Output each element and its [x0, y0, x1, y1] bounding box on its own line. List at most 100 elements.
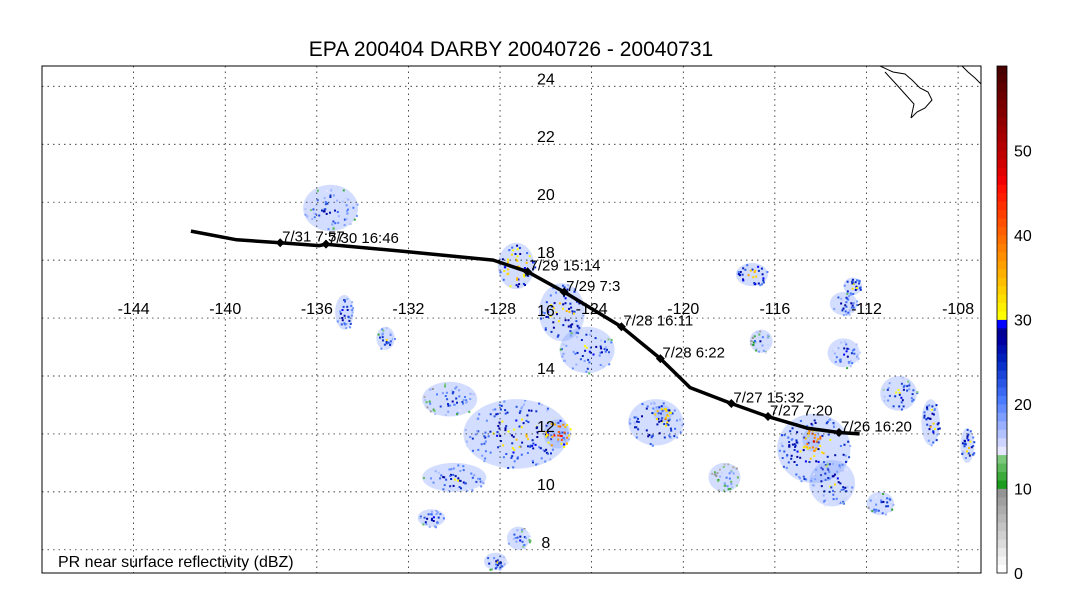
- lat-tick-label: 10: [537, 477, 555, 494]
- track-time-label: 7/29 7:3: [566, 278, 620, 295]
- colorbar-tick-label: 40: [1014, 228, 1032, 245]
- track-point-marker: [523, 267, 533, 277]
- colorbar-cell: [997, 480, 1007, 489]
- track-point-marker: [834, 427, 844, 437]
- track-time-label: 7/27 15:32: [733, 390, 804, 407]
- colorbar-cell: [997, 522, 1007, 532]
- colorbar-cell: [997, 437, 1007, 447]
- colorbar-cell: [997, 446, 1007, 456]
- colorbar-cell: [997, 564, 1007, 574]
- lat-tick-label: 24: [537, 71, 555, 88]
- echo-cell: [653, 404, 674, 424]
- colorbar-cell: [997, 99, 1007, 109]
- map-title: EPA 200404 DARBY 20040726 - 20040731: [309, 38, 713, 61]
- colorbar-cell: [997, 488, 1007, 498]
- latitude-labels: 8 10 12 14 16 18 20 22 24: [537, 71, 555, 552]
- echo-cell: [960, 428, 976, 463]
- lon-tick-label: -136: [301, 301, 333, 318]
- echo-cell: [506, 526, 532, 550]
- colorbar-cell: [997, 412, 1007, 422]
- echo-cell: [809, 460, 856, 507]
- colorbar-labels: 0 10 20 30 40 50: [1014, 144, 1032, 584]
- track-point-marker: [655, 354, 665, 364]
- colorbar-cell: [997, 471, 1007, 481]
- colorbar-cell: [997, 226, 1007, 236]
- colorbar-tick-label: 30: [1014, 313, 1032, 330]
- longitude-labels: -144 -140 -136 -132 -128 -124 -120 -116 -112 -108: [118, 301, 975, 318]
- lat-tick-label: 18: [537, 245, 555, 262]
- colorbar-cell: [997, 344, 1007, 354]
- track-point-marker: [321, 239, 331, 249]
- colorbar-cell: [997, 404, 1007, 413]
- colorbar-cell: [997, 378, 1007, 388]
- colorbar-tick-label: 50: [1014, 144, 1032, 161]
- colorbar-cell: [997, 420, 1007, 430]
- track-time-label: 7/28 6:22: [662, 345, 725, 362]
- colorbar-cell: [997, 294, 1007, 303]
- colorbar-cell: [997, 277, 1007, 287]
- colorbar-tick-label: 20: [1014, 397, 1032, 414]
- track-time-label: 7/29 15:14: [530, 258, 601, 275]
- echo-cell: [749, 329, 773, 355]
- lon-tick-label: -140: [209, 301, 241, 318]
- colorbar-cell: [997, 395, 1007, 405]
- lat-tick-label: 12: [537, 419, 555, 436]
- track-point-marker: [726, 399, 736, 409]
- echo-cell: [376, 326, 396, 350]
- track-point-marker: [763, 412, 773, 422]
- lat-tick-label: 16: [537, 303, 555, 320]
- reflectivity-layer: [303, 184, 976, 571]
- colorbar-cell: [997, 66, 1007, 75]
- track-point-marker: [616, 322, 626, 332]
- lon-tick-label: -124: [576, 301, 608, 318]
- colorbar-tick-label: 10: [1014, 482, 1032, 499]
- colorbar-cell: [997, 125, 1007, 134]
- baja-california-coast-icon: [879, 66, 933, 119]
- storm-track: [190, 229, 860, 437]
- lon-tick-label: -128: [484, 301, 516, 318]
- colorbar-cell: [997, 327, 1007, 337]
- colorbar-cell: [997, 454, 1007, 464]
- colorbar-cell: [997, 268, 1007, 278]
- colorbar-cell: [997, 387, 1007, 396]
- echo-cell: [559, 326, 615, 375]
- colorbar-cell: [997, 108, 1007, 118]
- track-point-marker: [275, 238, 285, 248]
- track-time-label: 7/28 16:11: [623, 313, 693, 330]
- track-time-label: 7/26 16:20: [841, 418, 912, 435]
- lon-tick-label: -116: [759, 301, 790, 318]
- colorbar-cell: [997, 167, 1007, 177]
- lat-tick-label: 14: [537, 361, 555, 378]
- colorbar-cell: [997, 547, 1007, 557]
- lon-tick-label: -132: [392, 301, 424, 318]
- colorbar-cell: [997, 209, 1007, 219]
- echo-cell: [827, 338, 862, 370]
- colorbar-cell: [997, 285, 1007, 295]
- colorbar-cell: [997, 463, 1007, 472]
- colorbar-cell: [997, 235, 1007, 244]
- graticule: [42, 66, 981, 573]
- lon-tick-label: -120: [667, 301, 699, 318]
- colorbar-cell: [997, 74, 1007, 84]
- colorbar-cell: [997, 336, 1007, 346]
- echo-cell: [921, 399, 941, 447]
- echo-cell: [543, 419, 572, 449]
- colorbar-cell: [997, 361, 1007, 371]
- track-time-label: 7/27 7:20: [770, 403, 833, 420]
- colorbar-cell: [997, 556, 1007, 565]
- lat-tick-label: 8: [541, 535, 550, 552]
- colorbar: 0 10 20 30 40 50: [996, 65, 1032, 584]
- colorbar-cell: [997, 175, 1007, 185]
- colorbar-cell: [997, 353, 1007, 363]
- colorbar-tick-label: 0: [1014, 566, 1023, 583]
- echo-cell: [422, 381, 478, 417]
- colorbar-cell: [997, 82, 1007, 92]
- echo-cell: [880, 375, 919, 411]
- echo-cell: [417, 509, 446, 529]
- colorbar-cell: [997, 116, 1007, 126]
- echo-cell: [303, 184, 359, 232]
- colorbar-cell: [997, 505, 1007, 515]
- lat-tick-label: 20: [537, 187, 555, 204]
- echo-cell: [628, 399, 685, 447]
